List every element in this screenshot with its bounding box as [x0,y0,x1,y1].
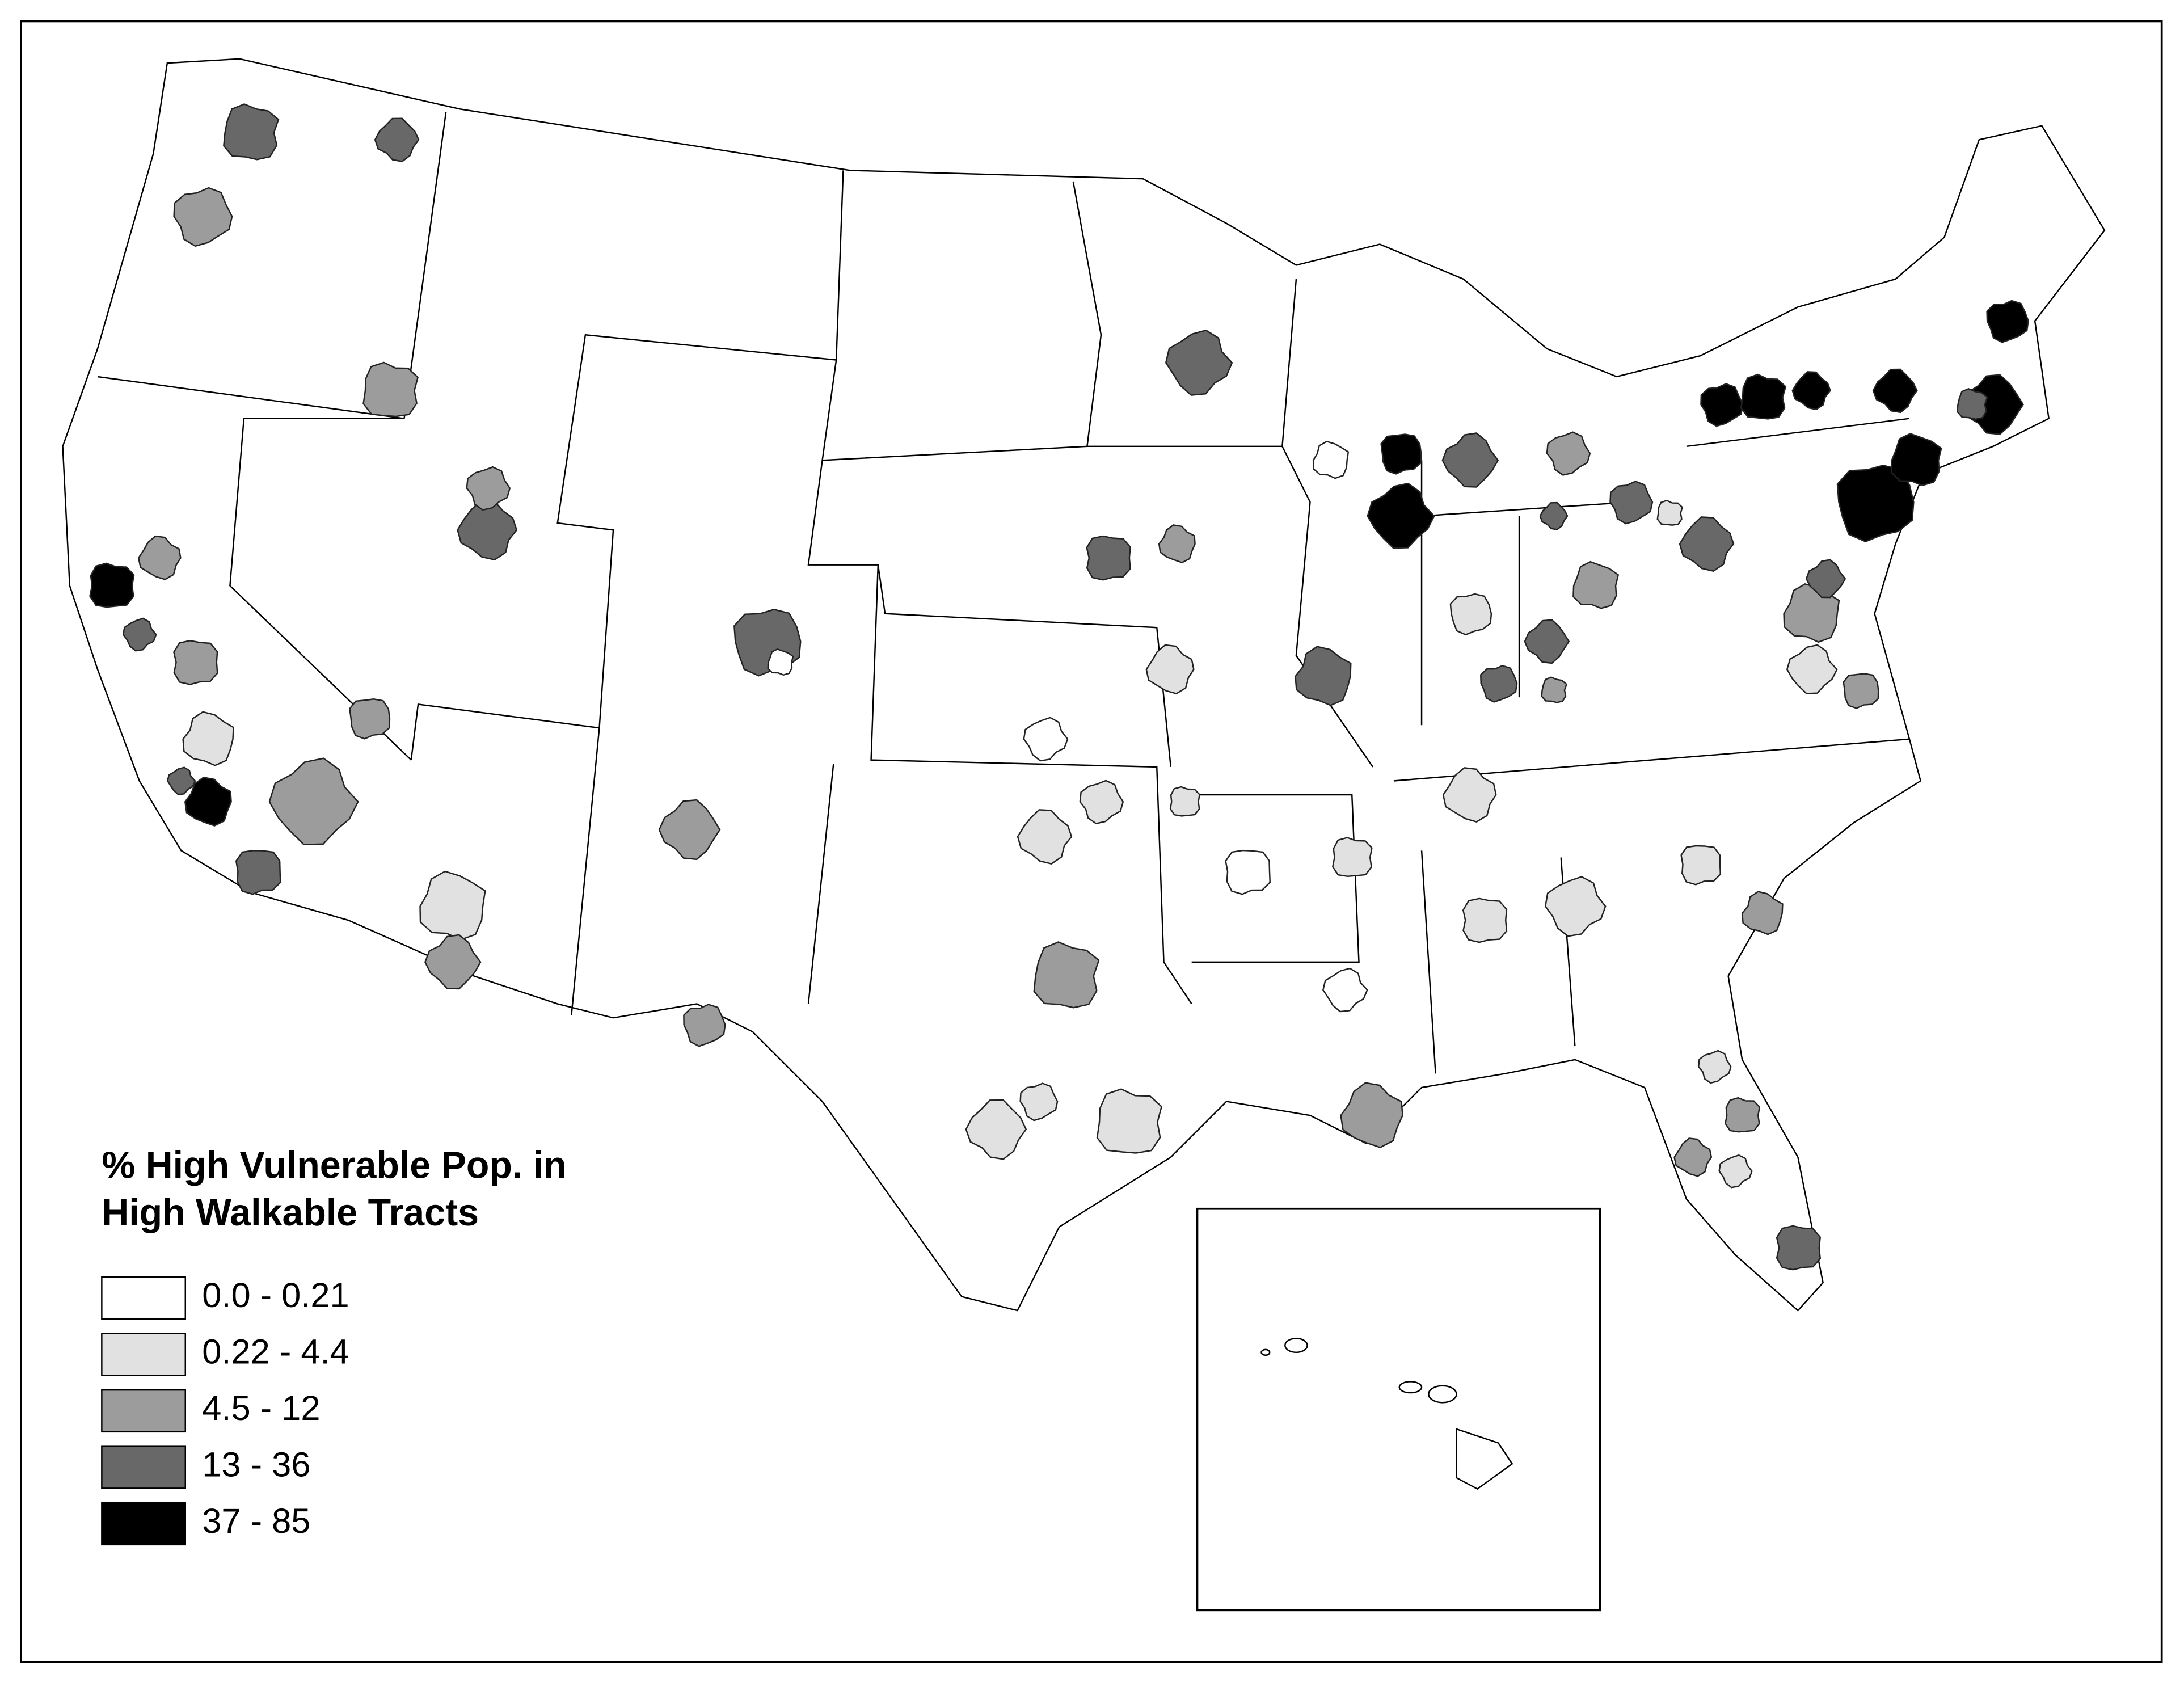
legend-swatch [101,1445,186,1489]
legend-swatch [101,1502,186,1546]
metro-area [1890,433,1942,487]
metro-area [1539,501,1569,530]
legend-label: 0.22 - 4.4 [202,1333,349,1372]
metro-area [1609,481,1654,525]
metro-area [1158,524,1196,564]
legend-label: 13 - 36 [202,1445,310,1485]
metro-area [167,766,196,795]
metro-area [235,850,281,895]
metro-area [1725,1097,1761,1133]
metro-area [1572,560,1620,609]
metro-area [1986,300,2029,343]
metro-area [1741,891,1784,935]
metro-area [1225,849,1271,895]
metro-area [184,777,232,827]
legend: % High Vulnerable Pop. in High Walkable … [101,1145,567,1546]
metro-area [457,499,518,561]
metro-area [1791,371,1831,411]
metro-area [419,870,486,941]
metro-area [424,934,482,990]
metro-area [683,1004,726,1047]
legend-label: 0.0 - 0.21 [202,1276,349,1315]
metro-area [1096,1088,1162,1154]
metro-area [658,799,721,861]
metro-area [1718,1154,1753,1189]
metro-area [1843,673,1879,709]
metro-area [1023,717,1069,762]
hawaii-islands [1260,1338,1513,1490]
metro-area [1956,388,1988,420]
metro-area [1169,786,1200,817]
metro-area [182,711,234,766]
metro-area [1786,644,1838,694]
metro-area [1462,897,1508,943]
metro-area [1656,499,1683,526]
metro-area [1697,1050,1732,1084]
metro-area [1805,559,1846,599]
metro-area [1086,535,1131,581]
metro-area [1312,440,1350,479]
metro-area [223,103,280,161]
metro-area [1019,1082,1059,1122]
legend-label: 37 - 85 [202,1502,310,1541]
metro-area [1332,837,1373,878]
metro-area [137,535,182,580]
metro-area [1776,1225,1822,1271]
metro-area [1700,383,1744,427]
metro-area [1544,876,1607,937]
metro-area [362,361,419,418]
metro-area [1367,482,1435,549]
metro-area [122,617,157,652]
metro-area [1524,619,1570,664]
metro-area [1380,433,1422,475]
legend-swatch [101,1333,186,1376]
metro-area [1442,767,1497,823]
legend-label: 4.5 - 12 [202,1389,320,1428]
metro-area [89,562,135,608]
legend-title: High Walkable Tracts [102,1192,479,1234]
metro-area [1033,941,1100,1009]
metro-area [1340,1082,1403,1148]
metro-area [466,466,511,511]
metro-area [1479,664,1518,703]
metro-area [1322,967,1368,1013]
metro-area [1017,809,1073,865]
metro-area [1079,779,1124,824]
state-lines [97,111,1910,1074]
metro-area [1441,432,1499,488]
metro-area [173,640,218,685]
metro-area [1872,368,1918,414]
metro-area [767,648,794,676]
metro-area [268,757,359,846]
metro-area [1740,373,1787,420]
metro-area [1165,329,1233,396]
metro-area [965,1099,1027,1160]
metro-area [1673,1137,1713,1177]
legend-swatch [101,1276,186,1320]
metro-area [1546,431,1591,476]
metro-area [374,117,420,162]
legend-swatch [101,1389,186,1433]
metro-areas [89,103,2029,1388]
metro-area [1145,644,1195,695]
hawaii-inset [1196,1207,1601,1612]
metro-area [1680,845,1722,886]
legend-title: % High Vulnerable Pop. in [102,1145,566,1187]
metro-area [1449,593,1492,636]
metro-area [1295,646,1352,706]
metro-area [173,187,233,247]
metro-area [1679,516,1735,572]
metro-area [1541,676,1568,703]
metro-area [349,698,391,740]
